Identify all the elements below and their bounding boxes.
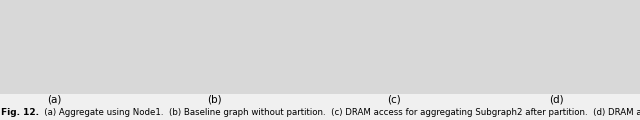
- Bar: [0, 0, 640, 94]
- Text: (b): (b): [207, 94, 221, 104]
- Text: Fig. 12.: Fig. 12.: [1, 108, 39, 117]
- Text: (d): (d): [550, 94, 564, 104]
- Text: (c): (c): [387, 94, 401, 104]
- Text: (a) Aggregate using Node1.  (b) Baseline graph without partition.  (c) DRAM acce: (a) Aggregate using Node1. (b) Baseline …: [36, 108, 640, 117]
- Text: (a): (a): [47, 94, 61, 104]
